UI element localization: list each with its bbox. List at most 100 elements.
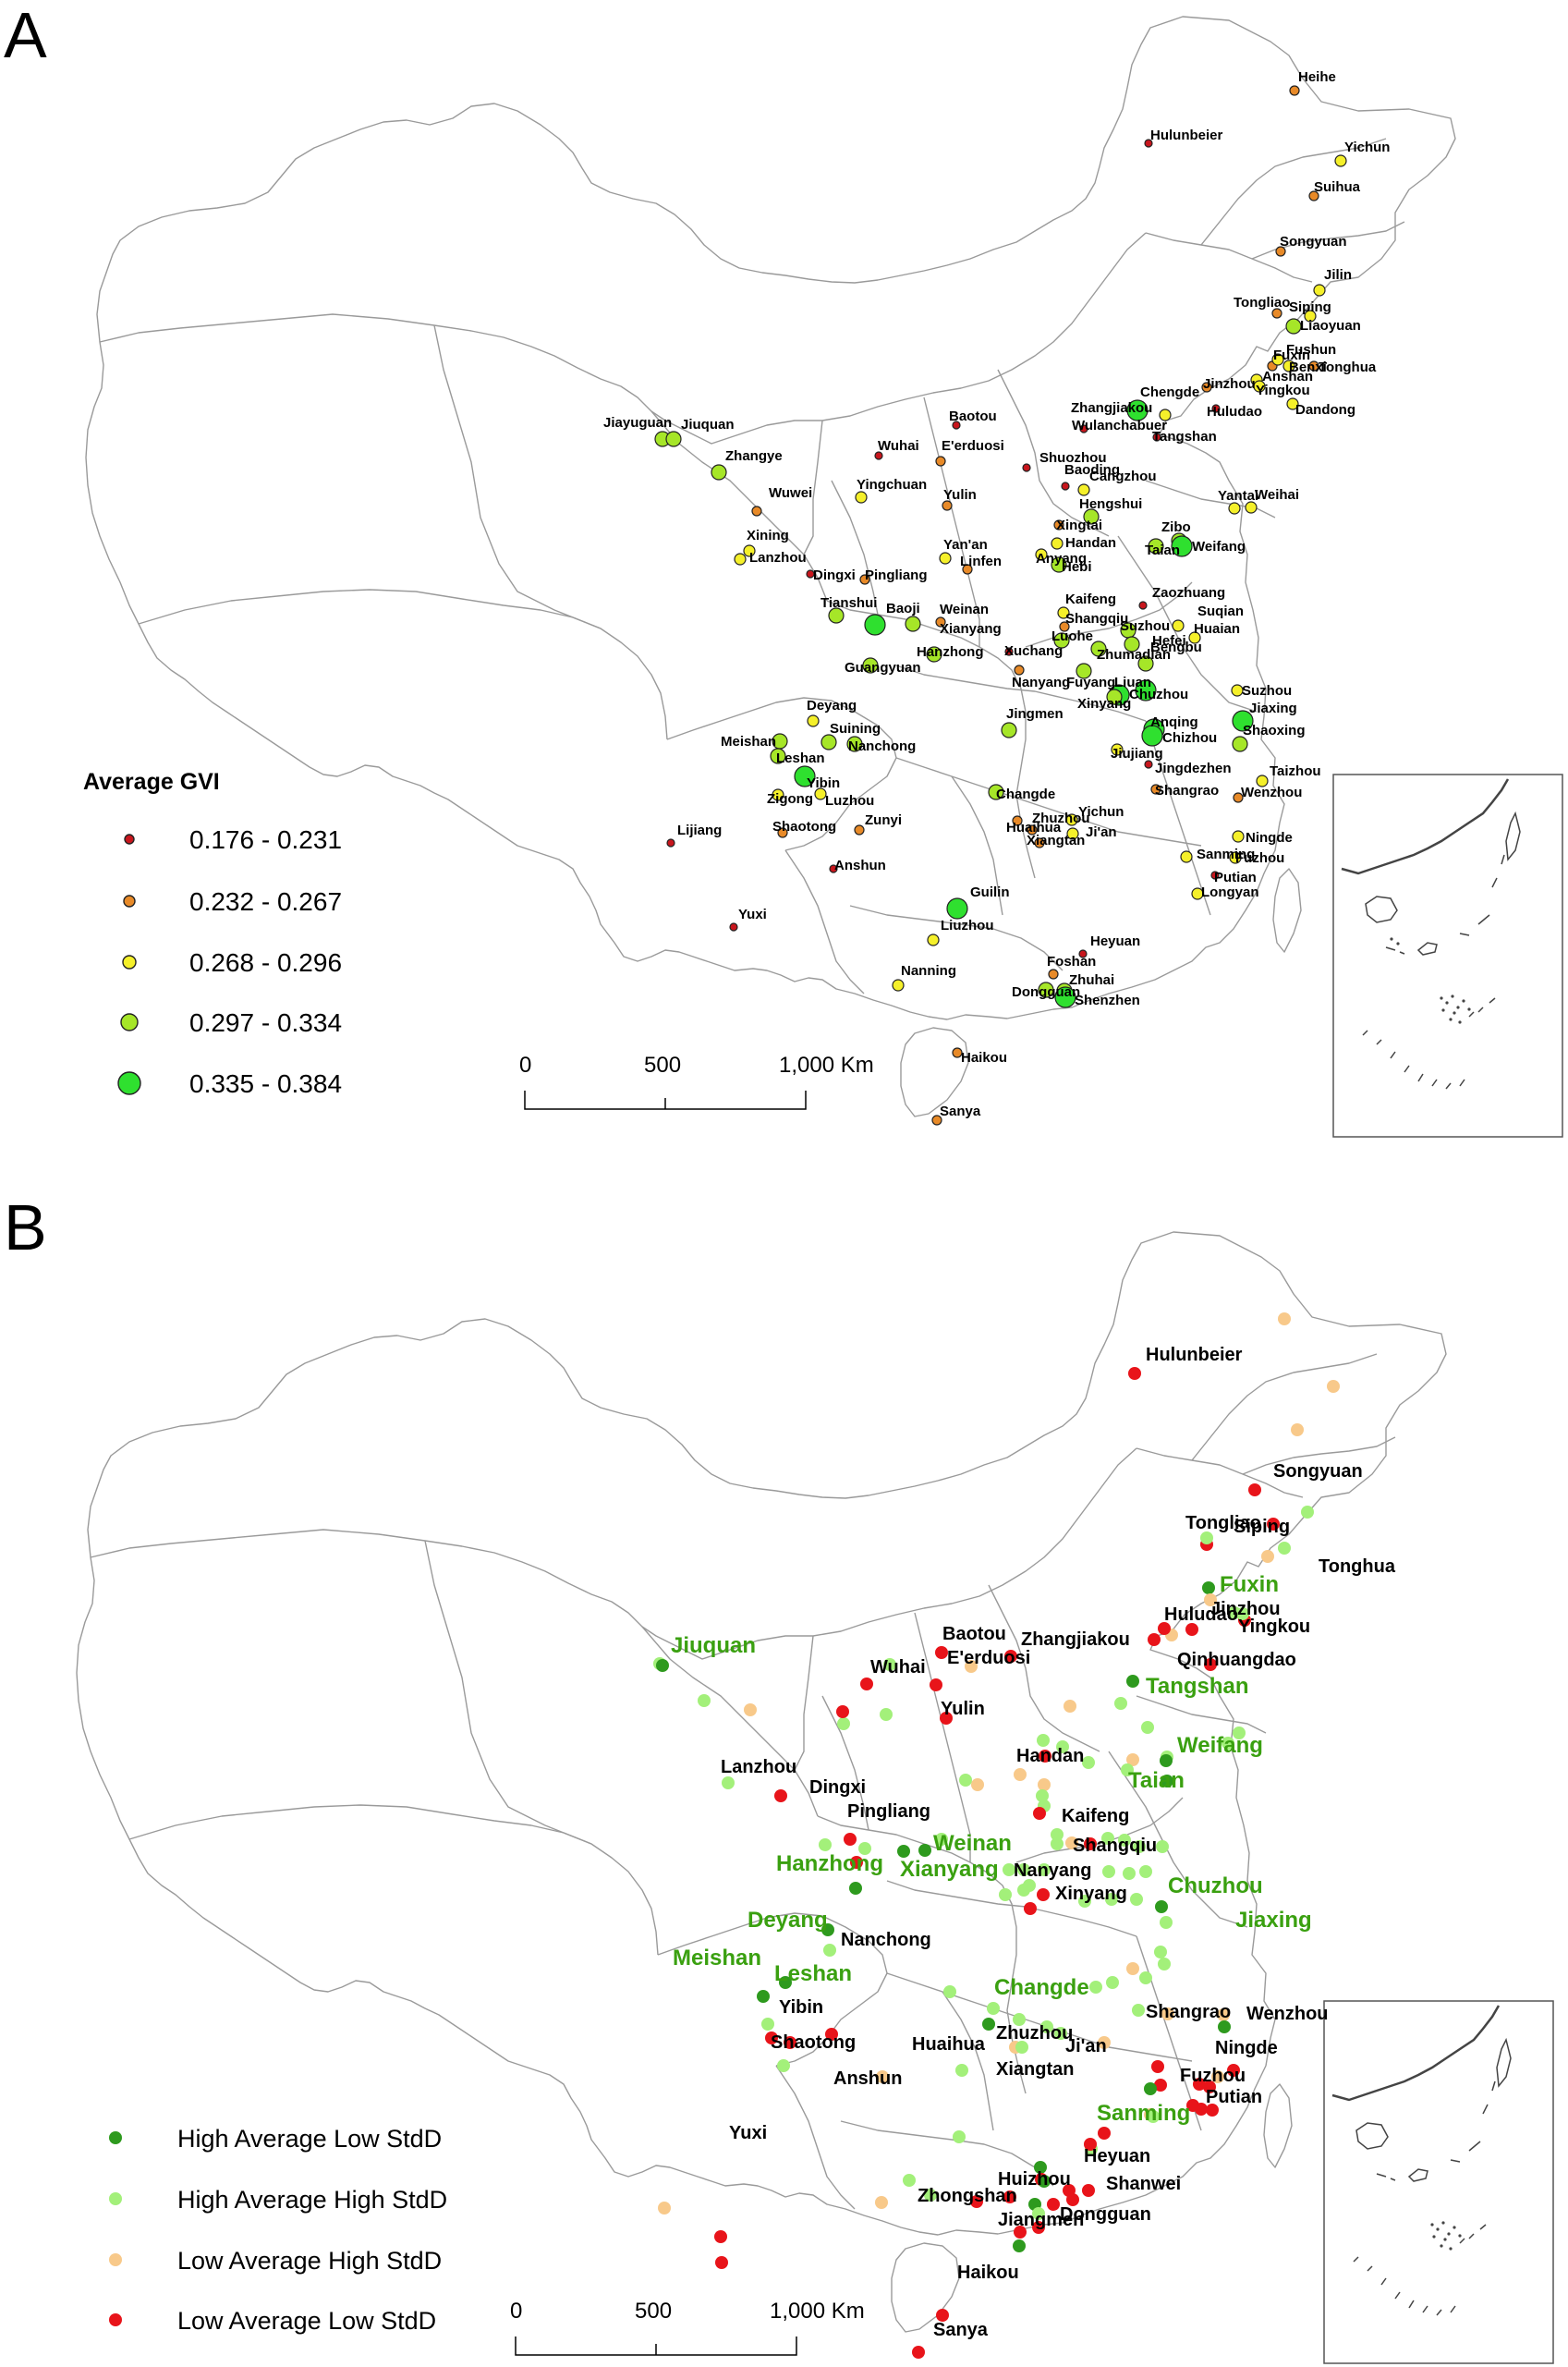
province-border-jilin-a (1251, 221, 1405, 260)
city-marker-b (1004, 1650, 1017, 1663)
city-marker-jiuquan (665, 431, 682, 447)
city-marker-b (1014, 1768, 1027, 1781)
city-marker-tonghua (1308, 360, 1319, 372)
city-marker-suzhou (1231, 684, 1244, 697)
city-marker-wuwei (751, 506, 762, 517)
city-label-ningde: Ningde (1246, 830, 1293, 846)
city-label-taizhou: Taizhou (1270, 763, 1321, 779)
city-label-b-heyuan: Heyuan (1084, 2146, 1150, 2166)
panel-b-letter: B (4, 1191, 47, 1263)
city-label-b-yuxi: Yuxi (729, 2123, 767, 2143)
scale-tick-0-b: 0 (510, 2299, 522, 2324)
city-marker-b (970, 2195, 983, 2208)
city-marker-b (777, 2059, 790, 2072)
city-label-b-sanming: Sanming (1097, 2101, 1190, 2126)
city-marker-b (1015, 2041, 1028, 2054)
city-marker-longyan (1191, 887, 1204, 900)
city-marker-zhumadian (1090, 641, 1107, 657)
city-marker-songyuan (1275, 246, 1286, 257)
city-marker-b (850, 1856, 863, 1869)
city-marker-shenzhen (1054, 986, 1076, 1008)
city-marker-weihai (1245, 501, 1258, 514)
city-label-b-tangshan: Tangshan (1146, 1674, 1249, 1699)
legend-marker-b-0 (109, 2131, 122, 2144)
city-marker-b (1227, 2064, 1240, 2077)
city-label-huaian: Huaian (1194, 621, 1240, 637)
city-label-zhuhai: Zhuhai (1069, 972, 1114, 988)
inset-islands-a (1362, 854, 1505, 1090)
city-marker-baotou (952, 421, 961, 430)
city-marker-huaian (1188, 631, 1201, 644)
city-label-huludao: Huludao (1207, 404, 1262, 420)
city-label-b-siping: Siping (1234, 1517, 1290, 1537)
city-label-wuhai: Wuhai (878, 438, 919, 454)
city-marker-luohe (1053, 632, 1070, 649)
panel-a: A (0, 0, 1568, 1165)
city-label-b-lanzhou: Lanzhou (721, 1757, 796, 1777)
city-marker-b (1064, 1700, 1076, 1713)
city-label-jiaxing: Jiaxing (1249, 701, 1297, 716)
south-china-sea-inset-a (1332, 774, 1563, 1138)
city-label-xianyang: Xianyang (940, 621, 1002, 637)
city-label-weifang: Weifang (1192, 539, 1246, 555)
city-marker-hebi (1051, 556, 1067, 573)
city-label-wuwei: Wuwei (769, 485, 812, 501)
legend-label-b-3: Low Average Low StdD (177, 2307, 436, 2335)
city-marker-b (1014, 2226, 1027, 2239)
map-a: Heihe Hulunbeier Yichun Suihua Songyuan Jilin… (83, 16, 1563, 1138)
city-label-b-xiangtan: Xiangtan (996, 2059, 1074, 2080)
city-label-hengshui: Hengshui (1079, 496, 1142, 512)
city-marker-wuhai (874, 451, 883, 460)
city-marker-b (999, 1888, 1012, 1901)
city-marker-b (1102, 1865, 1115, 1878)
city-label-weinan: Weinan (940, 602, 989, 617)
city-marker-b (1040, 2020, 1053, 2033)
city-label-yichun: Yichun (1344, 140, 1390, 155)
city-marker-kaifeng (1057, 606, 1070, 619)
city-marker-handan (1051, 537, 1064, 550)
city-marker-b (930, 1678, 942, 1691)
city-marker-b (1101, 1832, 1114, 1845)
city-marker-fuyang (1076, 663, 1092, 679)
city-marker-b (1084, 2138, 1097, 2151)
city-marker-hulunbeier (1144, 139, 1153, 148)
city-marker-b (1032, 2221, 1045, 2234)
city-label-suihua: Suihua (1314, 179, 1361, 195)
city-label-anqing: Anqing (1150, 714, 1198, 730)
city-label-b-hanzhong: Hanzhong (776, 1851, 883, 1876)
city-marker-suihua (1308, 190, 1319, 201)
city-marker-b (774, 1789, 787, 1802)
city-label-shuozhou: Shuozhou (1039, 450, 1106, 466)
city-marker-b (1261, 1550, 1274, 1563)
province-border-jiangsu-a (1117, 535, 1258, 713)
city-label-hulunbeier: Hulunbeier (1150, 128, 1223, 143)
city-marker-b (1038, 2175, 1051, 2188)
province-border-tibet-a (138, 589, 668, 740)
legend-label-b-0: High Average Low StdD (177, 2125, 442, 2153)
city-marker-b (1051, 1837, 1064, 1850)
city-label-b-kaifeng: Kaifeng (1062, 1806, 1129, 1826)
city-marker-b (943, 1985, 956, 1998)
city-marker-haikou (952, 1047, 963, 1058)
city-marker-heihe (1289, 85, 1300, 96)
province-border-shaanxi-a (831, 480, 879, 616)
province-border-guangxi-a (849, 905, 1064, 971)
city-marker-b (1082, 2184, 1095, 2197)
inset-island-a (1365, 896, 1398, 923)
city-markers-a (654, 85, 1347, 1126)
city-marker-wenzhou (1233, 792, 1244, 803)
city-marker-b (715, 2256, 728, 2269)
city-marker-baoji (864, 614, 886, 636)
city-marker-b (880, 1708, 893, 1721)
city-label-kaifeng: Kaifeng (1065, 592, 1116, 607)
city-marker-b (836, 1705, 849, 1718)
city-label-bengbu: Bengbu (1150, 640, 1202, 655)
city-marker-b (658, 2202, 671, 2214)
city-label-dingxi: Dingxi (813, 567, 856, 583)
city-marker-xiangtan (1034, 837, 1045, 848)
city-label-yibin: Yibin (807, 775, 840, 791)
city-label-lijiang: Lijiang (677, 823, 722, 838)
city-marker-wulanchabuer (1079, 424, 1088, 433)
city-label-changde: Changde (996, 787, 1055, 802)
city-marker-jingdezhen (1144, 760, 1153, 769)
